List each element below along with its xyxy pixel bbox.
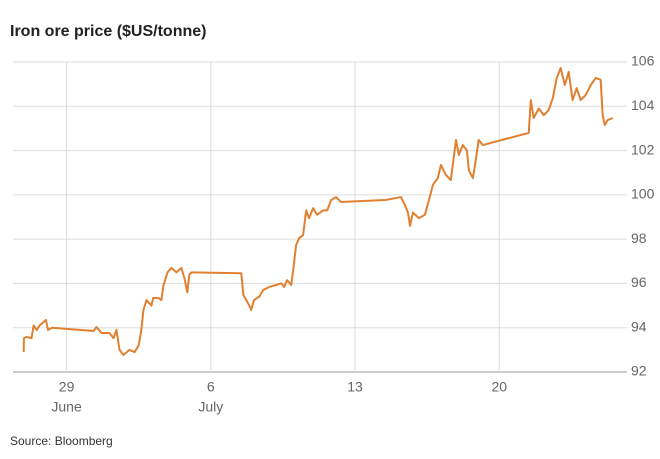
source-note: Source: Bloomberg [10, 434, 113, 448]
y-tick-label: 102 [631, 141, 655, 157]
x-month-label: July [198, 399, 223, 415]
x-month-label: June [51, 399, 82, 415]
chart-title: Iron ore price ($US/tonne) [10, 23, 206, 40]
y-tick-label: 106 [631, 53, 655, 69]
y-tick-label: 98 [631, 230, 647, 246]
x-tick-label: 6 [207, 379, 215, 395]
y-tick-label: 96 [631, 274, 647, 290]
y-tick-label: 94 [631, 318, 647, 334]
x-tick-label: 29 [59, 379, 75, 395]
x-tick-label: 13 [347, 379, 363, 395]
y-tick-label: 100 [631, 186, 655, 202]
price-line [22, 66, 613, 356]
y-tick-label: 104 [631, 97, 655, 113]
y-tick-label: 92 [631, 363, 647, 379]
x-tick-label: 20 [491, 379, 507, 395]
